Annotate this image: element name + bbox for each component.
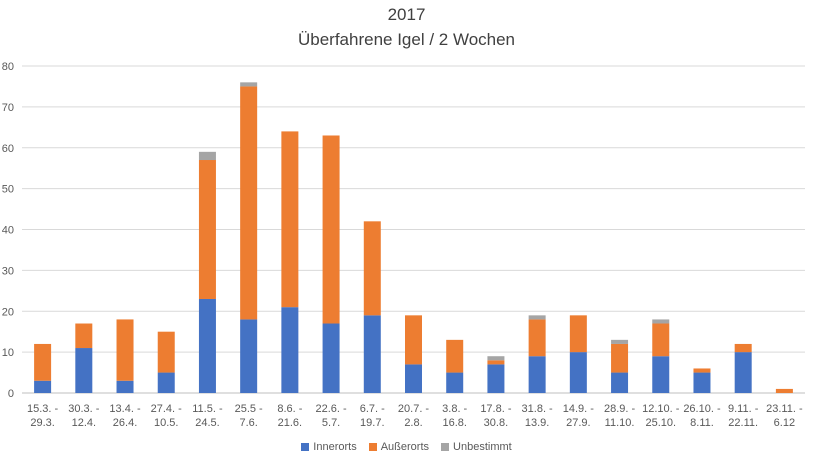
x-tick-label: 8.6. -21.6. — [277, 403, 302, 429]
legend-swatch — [368, 443, 377, 451]
legend-swatch — [441, 443, 450, 451]
bar-innerorts-10 — [446, 372, 464, 393]
bar-außerorts-1 — [75, 323, 93, 349]
legend: Innerorts Außerorts Unbestimmt — [0, 441, 813, 453]
bar-innerorts-2 — [116, 380, 134, 393]
x-tick-label: 27.4. -10.5. — [151, 403, 183, 429]
legend-label: Außerorts — [380, 441, 430, 453]
bar-außerorts-17 — [734, 343, 752, 353]
bar-innerorts-3 — [157, 372, 175, 393]
bar-außerorts-8 — [363, 221, 381, 316]
x-tick-label: 26.10. -8.11. — [683, 403, 721, 429]
x-tick-label: 15.3. -29.3. — [27, 403, 59, 429]
x-tick-label: 11.5. -24.5. — [192, 403, 223, 429]
legend-item-unbestimmt: Unbestimmt — [441, 441, 512, 453]
bar-unbestimmt-11 — [487, 356, 505, 361]
legend-swatch — [301, 443, 310, 451]
y-tick-label: 20 — [2, 306, 14, 318]
y-tick-label: 0 — [8, 388, 14, 400]
x-tick-label: 3.8. -16.8. — [442, 403, 467, 429]
bar-innerorts-4 — [198, 298, 216, 393]
x-tick-label: 28.9. -11.10. — [604, 403, 636, 429]
bar-unbestimmt-5 — [240, 82, 258, 87]
bar-außerorts-12 — [528, 319, 546, 357]
x-tick-label: 17.8. -30.8. — [480, 403, 512, 429]
x-tick-label: 6.7. -19.7. — [360, 403, 385, 429]
bar-innerorts-11 — [487, 364, 505, 393]
bar-innerorts-6 — [281, 307, 299, 393]
bar-innerorts-15 — [652, 356, 670, 393]
x-tick-label: 25.5 -7.6. — [235, 403, 263, 429]
bar-innerorts-17 — [734, 352, 752, 393]
y-tick-label: 50 — [2, 184, 14, 196]
y-tick-label: 60 — [2, 143, 14, 155]
x-tick-label: 20.7. -2.8. — [398, 403, 430, 429]
x-tick-label: 22.6. -5.7. — [315, 403, 347, 429]
bar-innerorts-14 — [611, 372, 629, 393]
legend-label: Unbestimmt — [453, 441, 512, 453]
bar-außerorts-3 — [157, 331, 175, 373]
x-tick-label: 9.11. -22.11. — [728, 403, 759, 429]
bar-unbestimmt-15 — [652, 319, 670, 324]
bar-außerorts-9 — [405, 315, 422, 365]
y-tick-label: 70 — [2, 102, 14, 114]
bar-innerorts-12 — [528, 356, 546, 393]
bar-außerorts-13 — [569, 315, 587, 353]
bar-innerorts-9 — [405, 364, 422, 393]
bar-unbestimmt-14 — [611, 339, 629, 344]
x-tick-label: 23.11. -6.12 — [766, 403, 803, 429]
bar-außerorts-4 — [198, 160, 216, 299]
y-tick-label: 40 — [2, 225, 14, 237]
chart-title: 2017 — [387, 5, 426, 24]
legend-label: Innerorts — [313, 441, 357, 453]
bar-innerorts-5 — [240, 319, 258, 393]
bar-innerorts-13 — [569, 352, 587, 393]
bar-außerorts-18 — [775, 388, 793, 393]
bar-innerorts-7 — [322, 323, 340, 393]
bar-außerorts-7 — [322, 135, 340, 324]
bar-außerorts-11 — [487, 360, 505, 365]
x-tick-label: 31.8. -13.9. — [522, 403, 554, 429]
bar-unbestimmt-4 — [198, 151, 216, 161]
bar-außerorts-10 — [446, 339, 464, 373]
bar-unbestimmt-12 — [528, 315, 546, 320]
x-tick-label: 12.10. -25.10. — [642, 403, 680, 429]
x-tick-label: 13.4. -26.4. — [109, 403, 141, 429]
bar-innerorts-0 — [34, 380, 52, 393]
bar-außerorts-15 — [652, 323, 670, 357]
bar-außerorts-14 — [611, 343, 629, 373]
bar-außerorts-6 — [281, 131, 299, 308]
y-tick-label: 30 — [2, 265, 14, 277]
y-tick-label: 80 — [2, 61, 14, 73]
bar-außerorts-5 — [240, 86, 258, 320]
x-tick-label: 14.9. -27.9. — [563, 403, 595, 429]
legend-item-innerorts: Innerorts — [301, 441, 357, 453]
bar-innerorts-1 — [75, 348, 93, 393]
chart-plot: 0 10 20 30 40 50 60 70 80 15.3. -29.3. 30.3. -12.4… — [2, 61, 805, 429]
x-tick-label: 30.3. -12.4. — [68, 403, 100, 429]
chart-subtitle: Überfahrene Igel / 2 Wochen — [297, 30, 516, 49]
legend-item-außerorts: Außerorts — [368, 441, 430, 453]
bar-außerorts-2 — [116, 319, 134, 381]
bar-innerorts-16 — [693, 372, 711, 393]
bar-innerorts-8 — [363, 315, 381, 393]
bar-außerorts-0 — [34, 343, 52, 381]
y-tick-label: 10 — [2, 347, 14, 359]
bar-außerorts-16 — [693, 368, 711, 373]
